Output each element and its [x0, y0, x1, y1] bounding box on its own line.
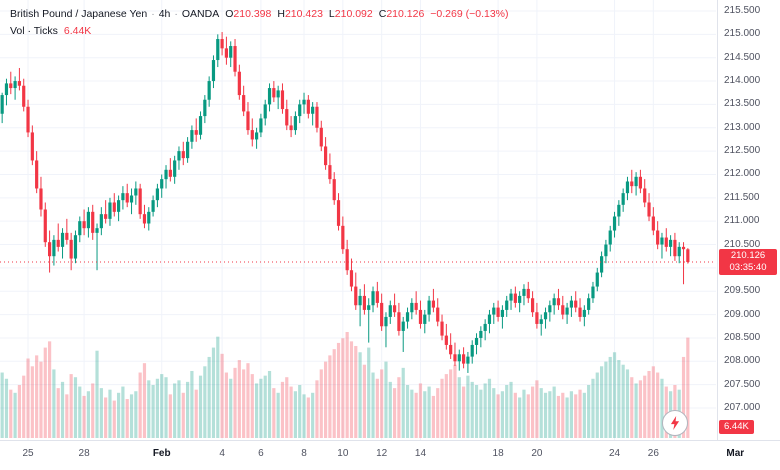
- time-tick-label: 6: [244, 448, 278, 459]
- volume-value: 6.44K: [64, 25, 91, 37]
- price-tick-label: 215.500: [724, 5, 760, 17]
- price-tick-label: 209.000: [724, 309, 760, 321]
- time-tick-label: 24: [598, 448, 632, 459]
- volume-row: Vol · Ticks 6.44K: [10, 24, 509, 38]
- price-tick-label: 211.000: [724, 215, 759, 227]
- interval-label[interactable]: 4h: [159, 8, 171, 20]
- exchange-label[interactable]: OANDA: [182, 8, 219, 20]
- last-price-tag: 210.126 03:35:40: [719, 249, 777, 275]
- low-value: 210.092: [335, 8, 373, 20]
- time-tick-label: 18: [481, 448, 515, 459]
- price-tick-label: 214.000: [724, 75, 760, 87]
- candlestick-chart[interactable]: [0, 0, 780, 470]
- price-axis[interactable]: 210.126 03:35:40 6.44K 215.500 215.000 214…: [717, 0, 780, 440]
- time-tick-label: 20: [520, 448, 554, 459]
- close-value: 210.126: [386, 8, 424, 20]
- time-tick-label: Feb: [145, 448, 179, 459]
- bar-countdown: 03:35:40: [719, 262, 777, 274]
- time-tick-label: 14: [403, 448, 437, 459]
- price-tick-label: 212.000: [724, 168, 760, 180]
- price-tick-label: 211.500: [724, 192, 759, 204]
- price-tick-label: 207.000: [724, 402, 760, 414]
- time-tick-label: 28: [67, 448, 101, 459]
- price-tick-label: 212.500: [724, 145, 760, 157]
- last-price-value: 210.126: [719, 250, 777, 262]
- price-tick-label: 214.500: [724, 52, 760, 64]
- high-label: H: [277, 8, 285, 20]
- quick-trade-button[interactable]: [662, 410, 688, 436]
- time-tick-label: 26: [636, 448, 670, 459]
- trading-chart-window: British Pound / Japanese Yen·4h·OANDAO21…: [0, 0, 780, 470]
- symbol-row: British Pound / Japanese Yen·4h·OANDAO21…: [10, 7, 509, 21]
- price-tick-label: 213.500: [724, 98, 760, 110]
- separator-dot: ·: [151, 8, 155, 20]
- high-value: 210.423: [285, 8, 323, 20]
- time-tick-label: 10: [326, 448, 360, 459]
- time-tick-label: 8: [287, 448, 321, 459]
- time-axis[interactable]: 25 28 Feb 468 10 12 14 18 20 24 26 Mar: [0, 440, 780, 470]
- volume-axis-tag: 6.44K: [719, 420, 754, 434]
- time-tick-label: Mar: [718, 448, 752, 459]
- price-tick-label: 207.500: [724, 379, 760, 391]
- volume-indicator-label[interactable]: Vol · Ticks: [10, 25, 58, 37]
- time-tick-label: 12: [365, 448, 399, 459]
- price-tick-label: 209.500: [724, 285, 760, 297]
- price-tick-label: 215.000: [724, 28, 760, 40]
- symbol-title[interactable]: British Pound / Japanese Yen: [10, 8, 147, 20]
- open-value: 210.398: [233, 8, 271, 20]
- price-tick-label: 213.000: [724, 122, 760, 134]
- price-tick-label: 208.000: [724, 355, 760, 367]
- time-tick-label: 4: [205, 448, 239, 459]
- price-tick-label: 208.500: [724, 332, 760, 344]
- change-value: −0.269 (−0.13%): [430, 8, 508, 20]
- lightning-icon: [668, 415, 682, 431]
- separator-dot: ·: [174, 8, 178, 20]
- time-tick-label: 25: [11, 448, 45, 459]
- chart-legend: British Pound / Japanese Yen·4h·OANDAO21…: [10, 7, 509, 38]
